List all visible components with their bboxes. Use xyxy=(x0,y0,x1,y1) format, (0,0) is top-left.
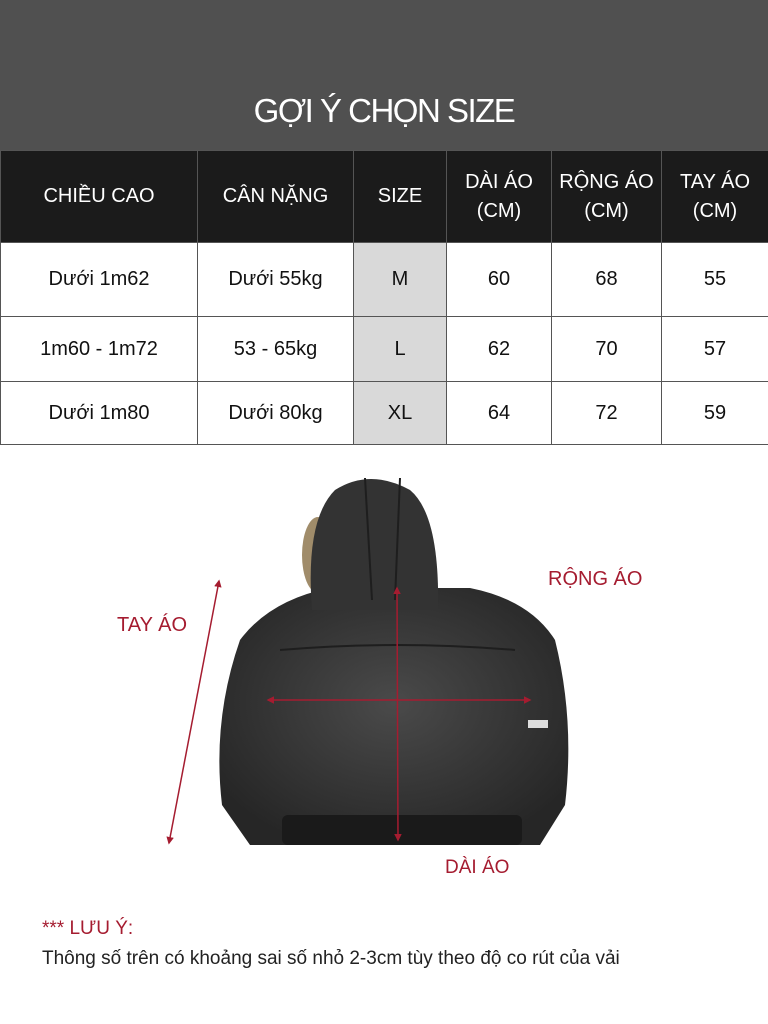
cell: 64 xyxy=(446,381,552,445)
table-row: 1m60 - 1m72 53 - 65kg L 62 70 57 xyxy=(0,316,768,382)
cell: 68 xyxy=(551,242,662,317)
length-label: DÀI ÁO xyxy=(445,857,510,878)
cell: Dưới 80kg xyxy=(197,381,354,445)
cell: 57 xyxy=(661,316,768,382)
sleeve-label: TAY ÁO xyxy=(117,614,188,636)
header-height: CHIỀU CAO xyxy=(0,150,198,243)
header-length: DÀI ÁO (CM) xyxy=(446,150,552,243)
note-heading: *** LƯU Ý: xyxy=(42,918,134,939)
page-title: GỢI Ý CHỌN SIZE xyxy=(0,0,768,150)
cell: XL xyxy=(353,381,447,445)
size-table: CHIỀU CAO CÂN NẶNG SIZE DÀI ÁO (CM) RỘNG… xyxy=(0,150,768,445)
sleeve-arrow xyxy=(166,579,222,845)
jacket-illustration xyxy=(219,477,569,845)
cell: Dưới 1m80 xyxy=(0,381,198,445)
cell: 60 xyxy=(446,242,552,317)
cell: 62 xyxy=(446,316,552,382)
length-arrow xyxy=(393,586,402,842)
table-header-row: CHIỀU CAO CÂN NẶNG SIZE DÀI ÁO (CM) RỘNG… xyxy=(0,150,768,243)
jacket-diagram xyxy=(166,477,569,845)
cell: 55 xyxy=(661,242,768,317)
header-width: RỘNG ÁO (CM) xyxy=(551,150,662,243)
cell: 70 xyxy=(551,316,662,382)
header-size: SIZE xyxy=(353,150,447,243)
cell: 59 xyxy=(661,381,768,445)
cell: M xyxy=(353,242,447,317)
note-text: Thông số trên có khoảng sai số nhỏ 2-3cm… xyxy=(42,948,620,969)
header-sleeve: TAY ÁO (CM) xyxy=(661,150,768,243)
cell: 53 - 65kg xyxy=(197,316,354,382)
table-row: Dưới 1m62 Dưới 55kg M 60 68 55 xyxy=(0,242,768,317)
cell: Dưới 55kg xyxy=(197,242,354,317)
table-row: Dưới 1m80 Dưới 80kg XL 64 72 59 xyxy=(0,381,768,445)
width-label: RỘNG ÁO xyxy=(548,568,643,590)
cell: 72 xyxy=(551,381,662,445)
cell: 1m60 - 1m72 xyxy=(0,316,198,382)
cell: L xyxy=(353,316,447,382)
cell: Dưới 1m62 xyxy=(0,242,198,317)
header-weight: CÂN NẶNG xyxy=(197,150,354,243)
